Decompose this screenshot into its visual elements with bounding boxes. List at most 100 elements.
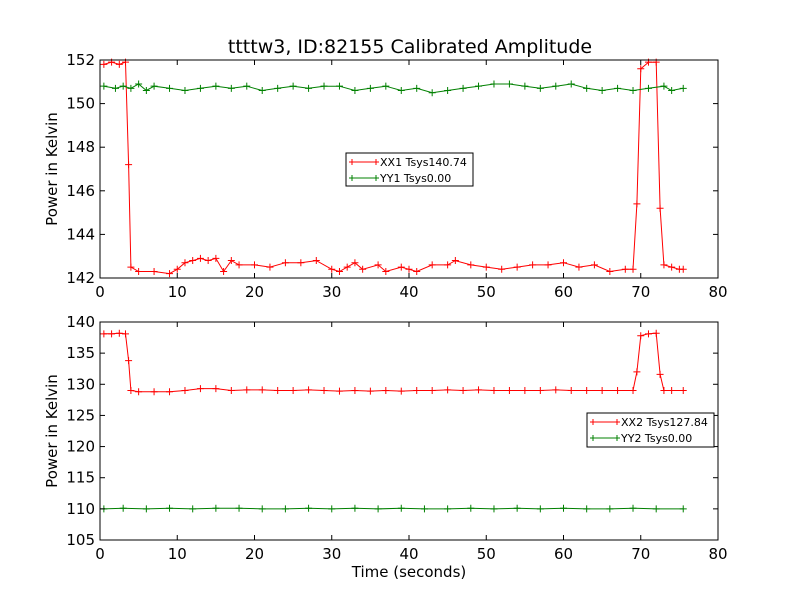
legend-marker [590,435,620,441]
data-point [629,387,637,395]
x-tick-label: 60 [554,545,573,563]
data-point [351,387,359,395]
data-point [328,505,336,513]
data-point [150,82,158,90]
data-point [679,387,687,395]
legend-box [586,412,715,448]
data-point [111,84,119,92]
x-tick-label: 50 [477,545,496,563]
data-point [115,60,123,68]
y-tick-label: 144 [66,225,95,243]
data-point [127,263,135,271]
data-point [668,87,676,95]
data-point [166,388,174,396]
data-point [490,80,498,88]
y-tick-label: 105 [66,531,95,549]
data-point [644,330,652,338]
data-point [266,263,274,271]
data-point [289,82,297,90]
legend-box [345,152,474,187]
data-point [679,265,687,273]
data-point [235,261,243,269]
data-point [598,387,606,395]
data-point [173,265,181,273]
data-point [212,385,220,393]
y-tick-label: 130 [66,375,95,393]
data-point [289,387,297,395]
data-point [668,263,676,271]
data-point [382,82,390,90]
data-point [227,387,235,395]
data-point [374,505,382,513]
x-tick-label: 60 [554,283,573,301]
data-point [189,505,197,513]
data-point [305,504,313,512]
data-point [567,80,575,88]
data-point [536,387,544,395]
data-point [166,270,174,278]
data-point [251,261,258,269]
data-point [150,267,158,275]
data-point [220,267,228,275]
data-point [420,505,428,513]
data-point [119,82,127,90]
data-point [614,387,622,395]
data-point [328,265,336,273]
data-point [505,387,513,395]
data-point [397,87,405,95]
data-point [444,505,452,513]
data-point [544,261,552,269]
series-1-2 [100,80,687,97]
data-point [606,267,614,275]
data-point [351,87,359,95]
data-point [633,200,641,208]
y-tick-label: 148 [66,138,95,156]
data-point [583,387,591,395]
data-point [125,161,133,169]
data-point [366,387,374,395]
data-point [621,265,629,273]
data-point [335,82,343,90]
data-point [115,329,123,337]
data-point [413,267,421,275]
data-point [366,84,374,92]
data-point [567,387,575,395]
legend-marker [349,175,379,181]
data-point [633,368,641,376]
legend: XX2 Tsys127.84 YY2 Tsys0.00 [586,412,715,448]
data-point [335,387,343,395]
data-point [413,387,421,395]
data-point [529,261,537,269]
data-point [679,505,687,513]
data-point [181,87,189,95]
data-point [475,386,483,394]
x-tick-label: 10 [168,283,187,301]
x-tick-label: 40 [399,545,418,563]
y-axis-label: Power in Kelvin [43,374,61,488]
data-point [305,84,313,92]
data-point [258,386,266,394]
data-point [227,84,235,92]
top-panel: 0 10 20 30 40 50 60 70 80 142 144 146 148 150 152 Power… [43,51,728,301]
data-point [196,254,204,262]
data-point [212,254,220,262]
legend-label: YY1 Tsys0.00 [379,172,451,185]
x-tick-label: 70 [631,545,650,563]
legend-label: XX2 Tsys127.84 [621,416,708,429]
data-point [166,84,174,92]
data-point [583,84,591,92]
data-point [513,504,521,512]
data-point [598,87,606,95]
data-point [405,265,413,273]
data-point [552,386,560,394]
data-point [505,80,513,88]
data-point [274,84,282,92]
data-point [335,267,343,275]
data-point [320,82,328,90]
data-point [100,60,108,68]
data-point [459,84,467,92]
data-point [498,265,506,273]
data-point [475,82,483,90]
data-point [142,505,150,513]
data-point [227,257,235,265]
